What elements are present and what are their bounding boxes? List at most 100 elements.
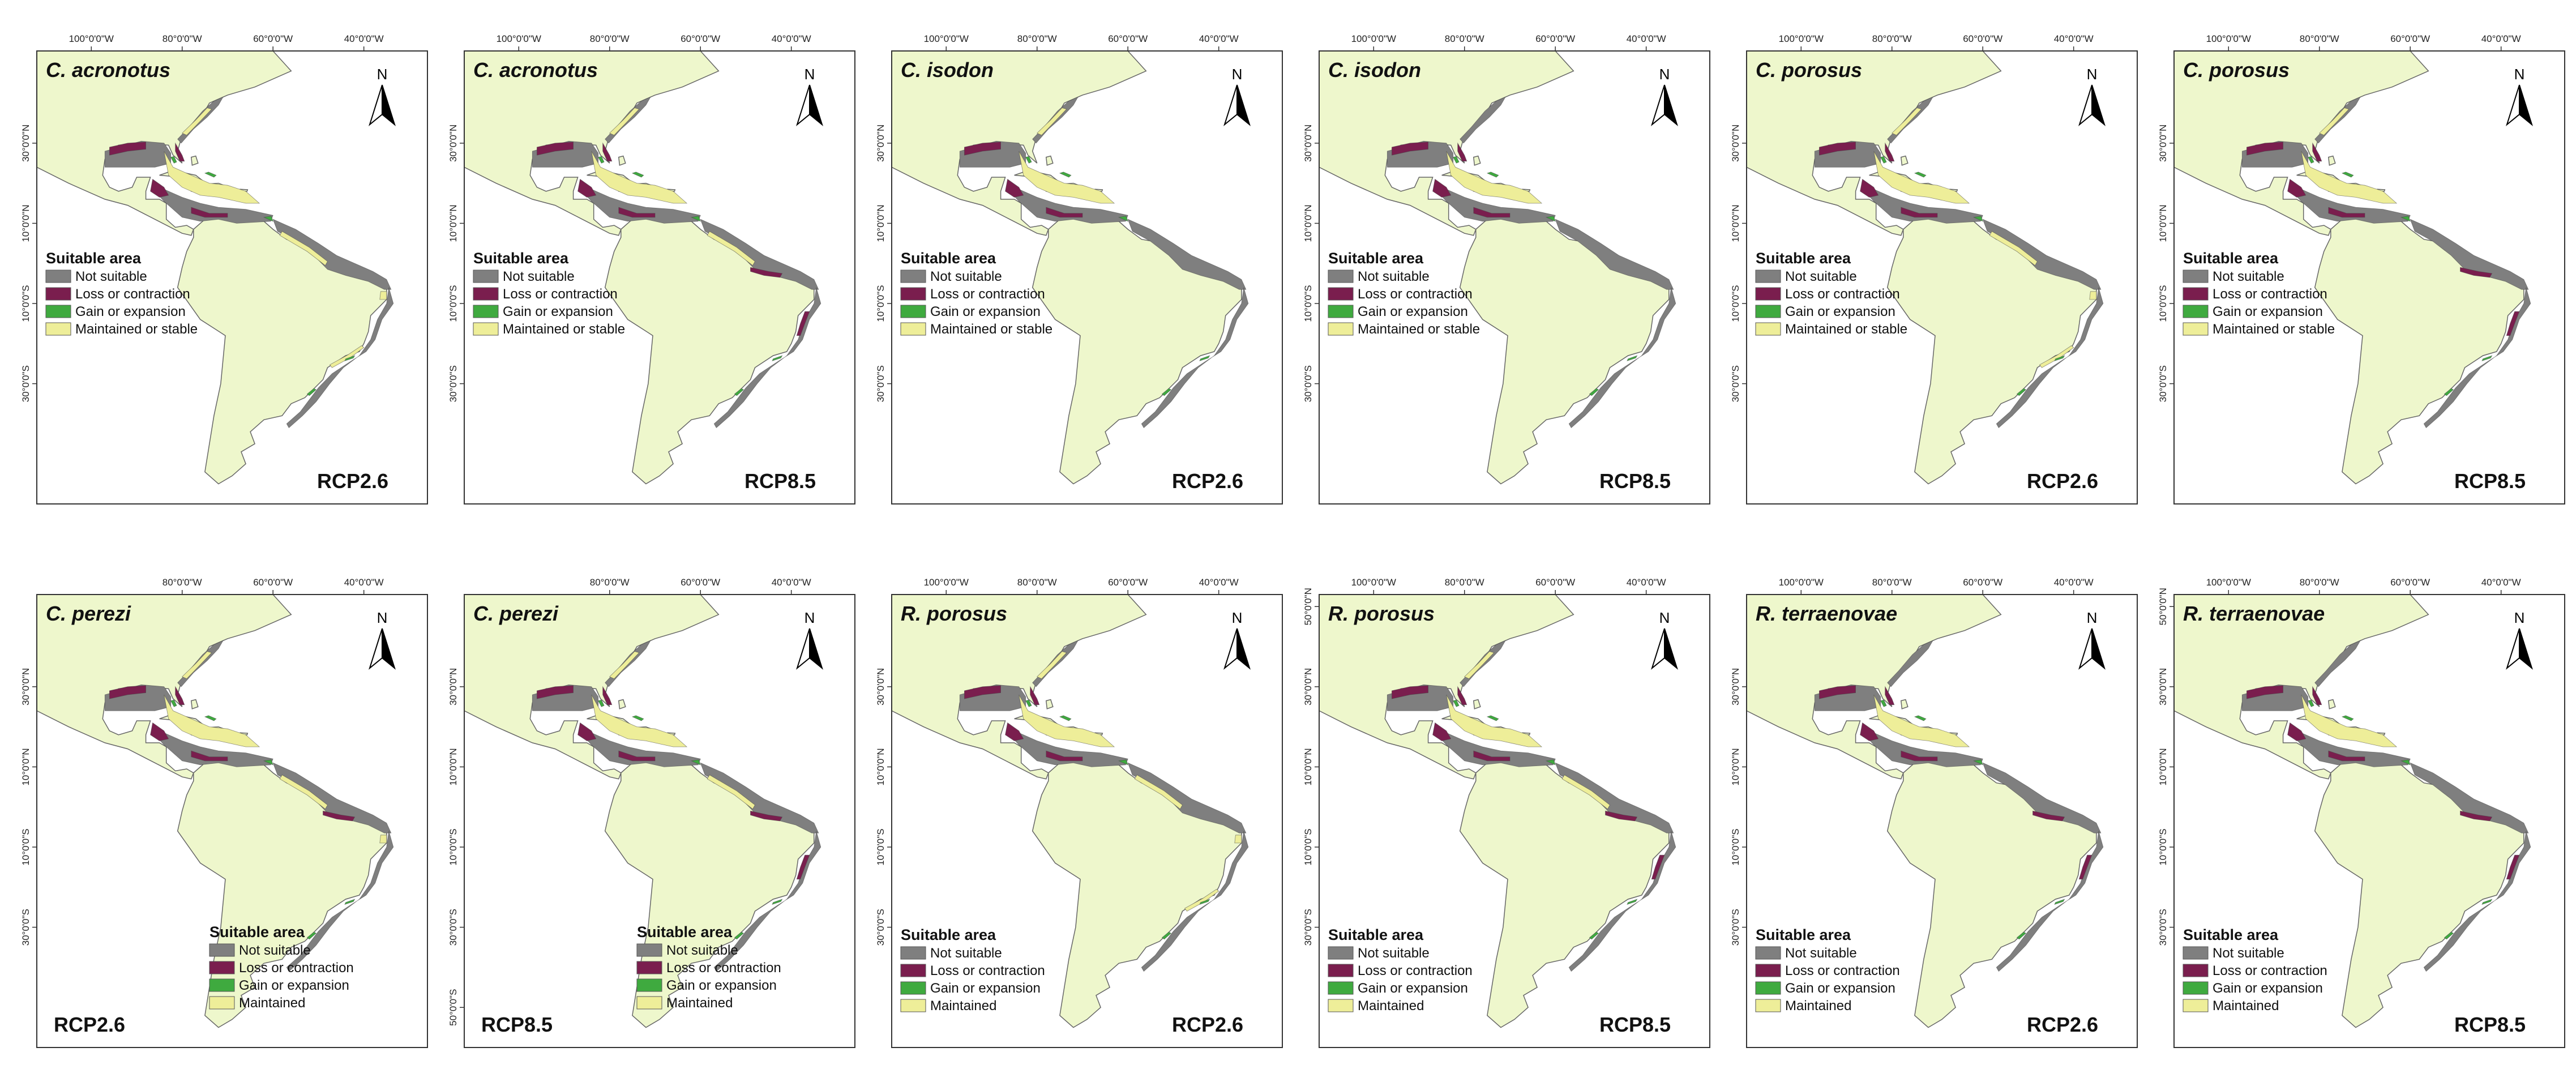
maintained-area	[609, 108, 640, 136]
north-arrow-icon	[1223, 84, 1251, 126]
legend-swatch	[45, 270, 71, 283]
legend-swatch	[209, 961, 235, 974]
land-polygon	[1473, 155, 1481, 166]
lat-tick-label: 30°0'0"S	[2158, 365, 2168, 402]
legend-swatch	[636, 978, 662, 992]
loss-area	[1391, 142, 1429, 156]
lon-tick-label: 80°0'0"W	[162, 577, 202, 588]
legend-label: Maintained	[239, 995, 305, 1011]
legend-swatch	[900, 999, 926, 1012]
map-content	[1747, 595, 2104, 1028]
legend-swatch	[1328, 999, 1354, 1012]
maintained-area	[164, 151, 260, 204]
legend-label: Not suitable	[1358, 269, 1430, 284]
legend: Suitable area Not suitable Loss or contrac…	[636, 923, 781, 1011]
maintained-area	[2089, 291, 2097, 300]
legend-label: Maintained or stable	[2213, 322, 2335, 337]
lon-tick-label: 40°0'0"W	[1627, 577, 1666, 588]
maintained-area	[1891, 108, 1922, 136]
legend-title: Suitable area	[1756, 926, 1851, 943]
legend-swatch	[2183, 946, 2209, 960]
gain-area	[204, 172, 217, 178]
species-name: C. porosus	[2183, 58, 2290, 82]
maintained-area	[1019, 151, 1115, 204]
lon-tick-label: 60°0'0"W	[1535, 33, 1575, 44]
legend: Suitable area Not suitable Loss or contrac…	[2183, 926, 2327, 1014]
gain-area	[2400, 216, 2411, 222]
north-arrow-icon	[1223, 628, 1251, 670]
loss-area	[323, 810, 356, 822]
legend-label: Maintained	[1358, 998, 1424, 1014]
gain-area	[170, 699, 177, 707]
legend-label: Loss or contraction	[2213, 963, 2327, 978]
map-panel: 100°0'0"W 80°0'0"W 60°0'0"W 40°0'0"W 30°0'0"…	[448, 33, 855, 504]
lon-tick-label: 80°0'0"W	[590, 577, 630, 588]
maintained-area	[1464, 651, 1495, 679]
legend-label: Maintained or stable	[503, 322, 625, 337]
north-arrow-icon	[2506, 84, 2533, 126]
legend-label: Loss or contraction	[930, 963, 1045, 978]
lat-tick-label: 10°0'0"S	[2158, 285, 2168, 322]
maintained-area	[279, 231, 328, 266]
lon-tick-label: 40°0'0"W	[344, 33, 384, 44]
gain-area	[772, 355, 783, 361]
loss-area	[1005, 178, 1024, 198]
loss-area	[2460, 267, 2493, 278]
not-suitable-area	[1568, 287, 1676, 429]
lat-tick-label: 30°0'0"S	[20, 365, 31, 402]
north-label: N	[377, 66, 388, 83]
lat-tick-label: 10°0'0"S	[1730, 285, 1741, 322]
legend-title: Suitable area	[901, 250, 996, 267]
lat-tick-label: 10°0'0"S	[20, 828, 31, 865]
gain-area	[631, 715, 644, 721]
gain-area	[170, 156, 177, 164]
lon-tick-label: 100°0'0"W	[1351, 577, 1396, 588]
scenario-label: RCP8.5	[1599, 1013, 1671, 1036]
loss-area	[1046, 750, 1083, 762]
gain-area	[2054, 355, 2065, 361]
lat-tick-label: 30°0'0"S	[1730, 365, 1741, 402]
lat-tick-label: 30°0'0"S	[875, 909, 886, 946]
legend-label: Loss or contraction	[75, 287, 190, 302]
legend: Suitable area Not suitable Loss or contrac…	[1328, 926, 1473, 1014]
maintained-area	[1873, 151, 1970, 204]
lat-tick-label: 10°0'0"S	[1303, 285, 1313, 322]
legend-label: Loss or contraction	[503, 287, 618, 302]
loss-area	[2506, 854, 2520, 880]
loss-area	[1432, 722, 1452, 741]
lat-tick-label: 10°0'0"N	[1303, 748, 1313, 785]
legend-label: Gain or expansion	[2213, 981, 2323, 996]
lat-tick-label: 50°0'0"N	[1303, 588, 1313, 625]
legend-label: Gain or expansion	[75, 304, 186, 319]
loss-area	[1457, 686, 1467, 706]
loss-area	[2328, 750, 2365, 762]
loss-area	[2460, 810, 2493, 822]
lat-tick-label: 10°0'0"N	[1303, 204, 1313, 242]
loss-area	[577, 178, 597, 198]
lat-tick-label: 30°0'0"N	[2158, 668, 2168, 706]
map-panel: 100°0'0"W 80°0'0"W 60°0'0"W 40°0'0"W 30°0'0"…	[875, 33, 1283, 504]
lat-tick-label: 30°0'0"N	[448, 125, 459, 162]
lat-tick-label: 10°0'0"S	[448, 285, 459, 322]
gain-area	[598, 156, 605, 164]
legend-swatch	[1328, 270, 1354, 283]
legend-label: Gain or expansion	[1358, 981, 1468, 996]
lon-tick-label: 60°0'0"W	[1963, 577, 2002, 588]
loss-area	[2246, 142, 2284, 156]
not-suitable-area	[1127, 219, 1247, 290]
loss-area	[750, 810, 783, 822]
north-label: N	[805, 66, 815, 83]
gain-area	[306, 388, 317, 396]
scenario-label: RCP2.6	[1172, 469, 1243, 493]
legend-swatch	[2183, 287, 2209, 301]
gain-area	[2341, 172, 2354, 178]
loss-area	[175, 142, 185, 162]
gain-area	[631, 172, 644, 178]
maintained-area	[1134, 775, 1183, 810]
gain-area	[1972, 759, 1983, 766]
species-name: C. acronotus	[473, 58, 598, 82]
legend-label: Loss or contraction	[1785, 287, 1900, 302]
lat-tick-label: 10°0'0"N	[1730, 748, 1741, 785]
legend-swatch	[45, 305, 71, 318]
lon-tick-label: 80°0'0"W	[1017, 33, 1057, 44]
